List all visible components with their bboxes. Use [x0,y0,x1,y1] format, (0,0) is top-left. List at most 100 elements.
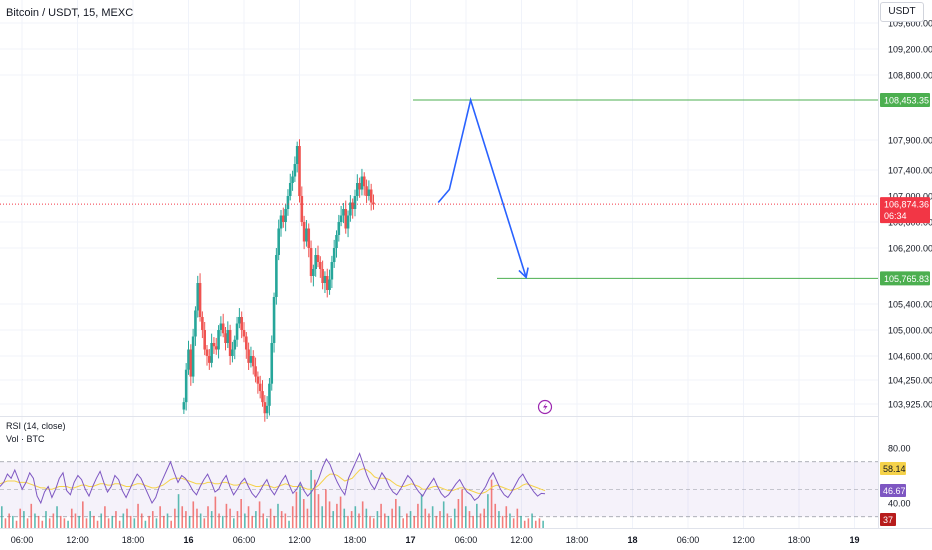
candle-body [261,391,264,403]
volume-bar [229,508,231,528]
volume-bar [115,511,117,528]
volume-bar [247,506,250,528]
currency-button[interactable]: USDT [880,2,924,22]
candle-body [228,330,232,356]
volume-bar [107,518,110,528]
rsi-label[interactable]: RSI (14, close) [6,421,66,431]
volume-bar [19,508,22,528]
candle-body [330,262,334,280]
candle-body [233,339,237,350]
time-tick-label: 18:00 [788,535,811,545]
volume-bar [420,494,423,528]
volume-bar [450,518,452,528]
volume-bar [232,518,235,528]
volume-bar [67,520,69,528]
volume-bar [476,503,478,528]
time-tick-label: 12:00 [66,535,89,545]
volume-label[interactable]: Vol · BTC [6,434,45,444]
price-tick-label: 109,600.00 [888,19,932,29]
candle-body [184,369,188,403]
volume-bar [325,489,327,528]
volume-bar [358,513,360,528]
candle-body [353,196,357,209]
candle-body [369,189,373,203]
candle-body [325,276,329,290]
volume-bar [177,494,180,528]
volume-bar [468,511,471,528]
volume-bar [523,520,526,528]
volume-bar [122,513,125,528]
volume-bar [45,511,47,528]
volume-bar [104,506,106,528]
volume-bar [461,489,463,528]
candle-body [362,176,366,187]
candle-body [367,189,371,196]
current-price-label: 106,874.36 [884,200,929,210]
candle-body [279,215,283,229]
time-tick-label: 06:00 [233,535,256,545]
volume-bar [144,520,147,528]
volume-bar [52,513,55,528]
time-tick-label: 18:00 [566,535,589,545]
candle-body [344,209,348,229]
volume-bar [291,506,294,528]
volume-bar [89,511,91,528]
candle-body [358,183,361,190]
volume-bar [100,513,103,528]
candle-body [198,283,202,317]
candle-body [328,279,331,290]
candle-body [258,383,262,392]
volume-bar [12,515,14,528]
lightning-icon[interactable] [537,399,553,415]
volume-bar [424,508,427,528]
rsi-badge-label: 37 [883,515,893,525]
volume-bar [365,508,368,528]
price-tick-label: 107,900.00 [888,136,932,146]
volume-bar [413,515,416,528]
volume-bar [56,506,58,528]
price-tick-label: 109,200.00 [888,45,932,55]
candle-body [323,276,327,283]
time-tick-label: 19 [849,535,859,545]
volume-bar [266,518,268,528]
candle-body [307,228,311,248]
volume-bar [111,515,114,528]
volume-bar [236,511,239,528]
candle-body [309,248,313,276]
candle-body [208,356,211,363]
level-price-badge [880,93,930,108]
candle-body [194,310,197,337]
price-tick-label: 105,000.00 [888,326,932,336]
candle-body [272,297,276,343]
volume-bar [214,496,217,528]
volume-bar [453,508,456,528]
price-tick-label: 105,400.00 [888,300,932,310]
level-price-label: 105,765.83 [884,274,929,284]
price-tick-label: 108,800.00 [888,71,932,81]
volume-bar [498,511,500,528]
volume-bar [321,506,323,528]
price-tick-label: 104,250.00 [888,376,932,386]
volume-bar [185,511,187,528]
candle-body [282,215,285,222]
candle-body [360,176,364,190]
candle-body [319,262,322,269]
volume-bar [93,515,95,528]
volume-bar [428,513,430,528]
volume-bar [501,515,504,528]
volume-bar [490,479,493,528]
candle-body [205,349,209,356]
volume-bar [295,491,298,528]
volume-bar [336,503,338,528]
projection-path [437,97,529,279]
time-tick-label: 12:00 [510,535,533,545]
volume-bar [170,520,172,528]
volume-bar [435,515,438,528]
volume-bar [431,506,434,528]
candle-countdown-label: 06:34 [884,211,907,221]
volume-bar [317,494,320,528]
volume-bar [166,513,169,528]
volume-bar [133,518,136,528]
volume-bar [332,511,335,528]
